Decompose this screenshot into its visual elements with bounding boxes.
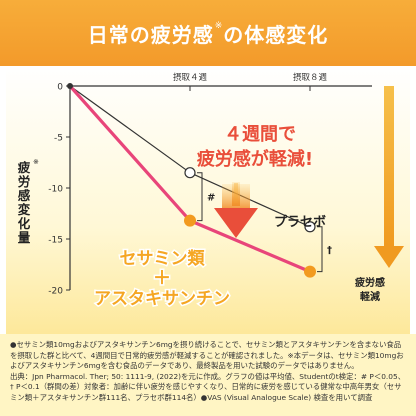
decrease-arrow <box>214 182 258 238</box>
data-point-treatment <box>304 265 316 278</box>
callout-line-1: ４週間で <box>224 124 296 145</box>
side-arrow <box>374 86 404 268</box>
x-tick-label: 摂取８週 <box>293 72 328 83</box>
footnote-line-2: 出典：Jpn Pharmacol. Ther; 50: 1111-9, (202… <box>10 371 406 402</box>
series-line-treatment <box>68 84 311 274</box>
treatment-label-plus: ＋ <box>153 268 171 289</box>
significance-bracket <box>197 172 203 222</box>
chart-title: 日常の疲労感 ※ の体感変化 <box>0 0 416 66</box>
side-label-2: 軽減 <box>360 290 380 303</box>
data-point-origin <box>67 83 73 89</box>
data-point-treatment <box>184 214 196 227</box>
data-point-placebo <box>304 221 316 233</box>
chart-panel <box>6 66 410 334</box>
callout-line-2: 疲労感が軽減! <box>197 148 313 170</box>
y-axis-label-char: 量 <box>18 230 31 245</box>
y-tick-label: -5 <box>54 134 63 144</box>
y-tick-label: -15 <box>48 236 63 246</box>
significance-bracket <box>317 226 323 273</box>
treatment-label-2: アスタキサンチン <box>94 289 230 309</box>
y-axis-label-char: 変 <box>18 202 31 217</box>
side-label-1: 疲労感 <box>355 276 385 289</box>
treatment-label-1: セサミン類 <box>120 249 206 269</box>
y-tick-label: -20 <box>48 287 63 297</box>
title-note-mark: ※ <box>214 21 224 31</box>
title-tail: の体感変化 <box>223 22 329 47</box>
y-axis-label-char: 労 <box>18 174 31 189</box>
header-banner <box>0 0 416 66</box>
footnote: ●セサミン類10mgおよびアスタキサンチン6mgを摂り続けることで、セサミン類と… <box>0 334 416 416</box>
y-tick-label: -10 <box>48 185 63 195</box>
placebo-label: プラセボ <box>274 214 326 230</box>
y-axis-label-char: 疲 <box>18 160 31 175</box>
x-tick-label: 摂取４週 <box>173 72 208 83</box>
significance-mark: † <box>327 245 332 256</box>
significance-mark: # <box>207 193 215 204</box>
y-axis-label-char: 感 <box>18 188 31 203</box>
footnote-line-1: ●セサミン類10mgおよびアスタキサンチン6mgを摂り続けることで、セサミン類と… <box>10 340 404 371</box>
y-tick-label: 0 <box>57 83 63 93</box>
y-axis-label-note: ※ <box>33 158 39 166</box>
data-point-placebo <box>184 167 196 179</box>
y-axis-label-char: 化 <box>18 216 31 231</box>
title-main: 日常の疲労感 <box>87 22 214 47</box>
